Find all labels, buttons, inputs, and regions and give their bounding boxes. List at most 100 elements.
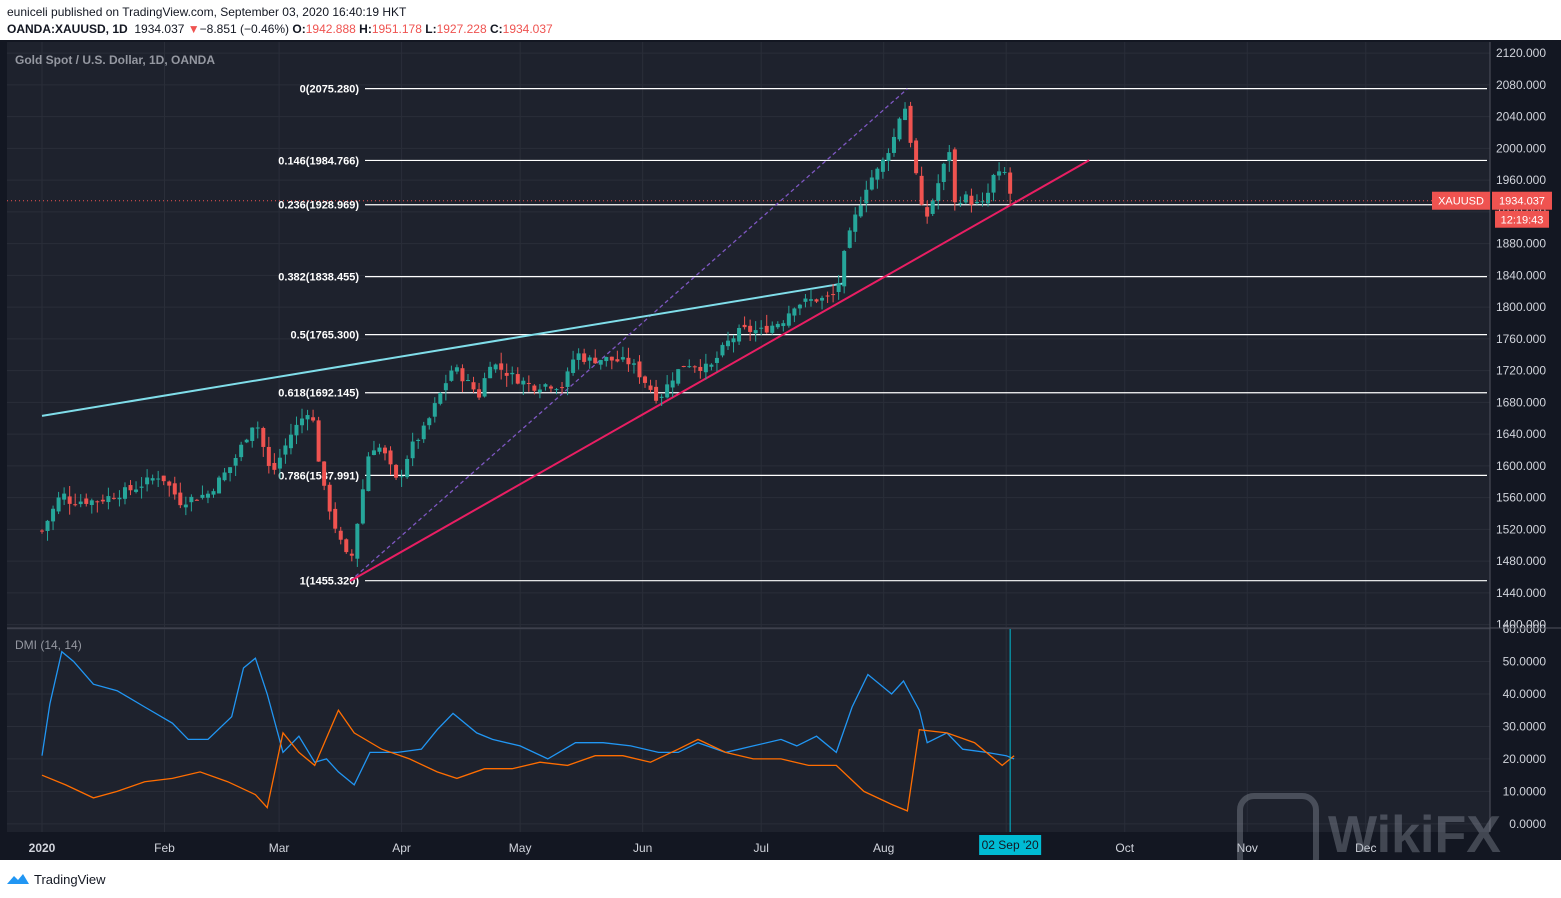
axes: 2020FebMarAprMayJunJulAugSepOctNovDec212… <box>7 42 1561 855</box>
candle-body <box>532 385 537 391</box>
close-value: 1934.037 <box>502 22 553 36</box>
candle-body <box>963 194 968 203</box>
crosshair-date-label: 02 Sep '20 <box>982 838 1039 852</box>
candle-body <box>156 478 161 480</box>
candle-body <box>786 313 791 326</box>
y-tick-label: 1760.000 <box>1496 332 1546 346</box>
candle-body <box>482 378 487 397</box>
candle-body <box>631 363 636 365</box>
candle-body <box>731 338 736 343</box>
candle-body <box>167 481 172 486</box>
fib-level-label: 0(2075.280) <box>300 84 360 96</box>
candle-body <box>150 478 155 481</box>
candle-body <box>460 368 465 382</box>
candle-body <box>272 462 277 470</box>
candle-body <box>100 499 105 502</box>
fib-level-label: 0.146(1984.766) <box>278 155 359 167</box>
candle-body <box>40 530 44 532</box>
candle-body <box>134 489 139 492</box>
candle-body <box>637 361 642 378</box>
candle-body <box>1002 171 1007 173</box>
dmi-y-tick-label: 0.0000 <box>1509 817 1546 831</box>
change-value: −8.851 (−0.46%) <box>199 22 290 36</box>
tradingview-brand: TradingView <box>34 872 106 887</box>
candle-body <box>521 380 526 385</box>
candle-body <box>322 461 327 486</box>
dmi-pane[interactable] <box>7 629 1490 832</box>
candle-body <box>853 214 858 232</box>
candle-body <box>383 447 387 454</box>
y-tick-label: 1800.000 <box>1496 300 1546 314</box>
y-tick-label: 1560.000 <box>1496 491 1546 505</box>
candle-body <box>742 324 747 328</box>
candle-body <box>537 389 542 393</box>
candle-body <box>969 195 974 205</box>
candle-body <box>903 108 908 121</box>
candle-body <box>593 357 598 364</box>
chart-canvas[interactable]: 0(2075.280) 0.146(1984.766) 0.236(1928.969… <box>0 40 1561 860</box>
candle-body <box>880 159 885 172</box>
candle-body <box>233 457 238 466</box>
countdown-tag-box <box>1495 210 1549 228</box>
candle-body <box>831 294 836 296</box>
candle-body <box>145 477 150 485</box>
candle-body <box>222 472 227 481</box>
candle-body <box>172 483 177 495</box>
low-label: L: <box>425 22 437 36</box>
candle-body <box>986 192 991 204</box>
candle-body <box>714 357 719 363</box>
candle-body <box>543 384 548 387</box>
candle-body <box>737 327 742 342</box>
fib-anchor-line <box>349 88 908 582</box>
price-tag: 1934.037 <box>1499 196 1545 208</box>
candle-body <box>200 494 205 498</box>
trendlines[interactable] <box>41 88 1090 582</box>
candle-body <box>698 366 703 371</box>
candle-body <box>947 152 952 162</box>
chart-header: euniceli published on TradingView.com, S… <box>0 0 1561 40</box>
candle-body <box>609 356 614 361</box>
candle-body <box>244 439 249 443</box>
candle-body <box>111 497 116 499</box>
candle-body <box>56 497 61 512</box>
candle-body <box>571 359 576 373</box>
candle-body <box>449 370 454 381</box>
y-tick-label: 1600.000 <box>1496 459 1546 473</box>
candle-body <box>726 340 730 347</box>
candle-body <box>349 553 354 556</box>
candlestick-series <box>7 101 1490 567</box>
candle-body <box>239 444 244 458</box>
x-tick-label: Aug <box>873 841 894 855</box>
last-price: 1934.037 <box>134 22 185 36</box>
candle-body <box>842 250 847 287</box>
candle-body <box>908 105 913 143</box>
fibonacci-retracement[interactable]: 0(2075.280) 0.146(1984.766) 0.236(1928.969… <box>278 84 1487 588</box>
candle-body <box>183 504 188 508</box>
candle-body <box>493 364 498 370</box>
dmi-y-tick-label: 30.0000 <box>1503 719 1547 733</box>
fib-level-label: 1(1455.320) <box>300 576 360 588</box>
candle-body <box>410 441 415 459</box>
candle-body <box>974 201 979 204</box>
candle-body <box>582 353 587 362</box>
candle-body <box>654 386 659 401</box>
x-tick-label: Oct <box>1115 841 1134 855</box>
candle-body <box>360 489 365 524</box>
candle-body <box>89 500 94 506</box>
plus-di-line <box>41 650 1015 786</box>
y-tick-label: 2040.000 <box>1496 110 1546 124</box>
candle-body <box>825 295 830 297</box>
candle-body <box>266 446 271 466</box>
fib-level-label: 0.618(1692.145) <box>278 388 359 400</box>
candle-body <box>261 428 266 447</box>
candle-body <box>703 363 708 373</box>
candle-body <box>51 508 56 522</box>
candle-body <box>305 415 310 420</box>
minus-di-line <box>41 708 1015 812</box>
candle-body <box>178 492 183 506</box>
y-tick-label: 1720.000 <box>1496 364 1546 378</box>
candle-body <box>139 486 144 488</box>
candle-body <box>1008 172 1013 194</box>
candle-body <box>399 476 404 478</box>
candle-body <box>858 205 863 217</box>
